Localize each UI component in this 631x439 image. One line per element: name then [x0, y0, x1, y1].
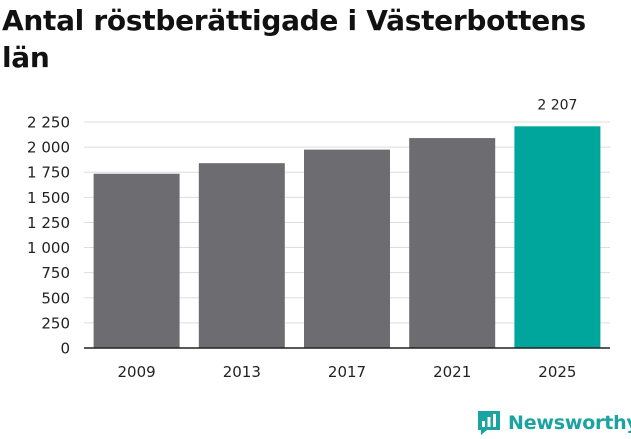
bars	[93, 126, 601, 348]
brand-name: Newsworthy	[508, 412, 631, 434]
data-label-2025: 2 207	[537, 97, 577, 113]
bar-2017	[304, 149, 390, 348]
y-tick-label: 2 250	[27, 114, 70, 132]
bar-chart: 0 250 500 750 1 000 1 250 1 500 1 750 2 000 2 250…	[27, 97, 610, 381]
x-tick-label: 2009	[118, 363, 156, 381]
y-tick-label: 2 000	[27, 139, 70, 157]
newsworthy-brand: Newsworthy	[476, 408, 631, 438]
x-tick-label: 2021	[433, 363, 471, 381]
y-tick-label: 1 750	[27, 164, 70, 182]
bar-2025	[514, 126, 601, 348]
y-tick-label: 250	[41, 314, 70, 332]
y-tick-label: 500	[41, 289, 70, 307]
y-tick-label: 0	[60, 340, 70, 358]
x-axis-tick-labels: 2009 2013 2017 2021 2025	[118, 363, 577, 381]
data-labels: 2 207	[537, 97, 577, 113]
y-axis-tick-labels: 0 250 500 750 1 000 1 250 1 500 1 750 2 000 2 250	[27, 114, 70, 358]
x-tick-label: 2017	[328, 363, 366, 381]
bar-chart-chat-icon	[478, 411, 500, 435]
bar-2013	[198, 163, 285, 348]
chart-title: Antal röstberättigade i Västerbottens lä…	[2, 4, 586, 74]
y-tick-label: 1 000	[27, 239, 70, 257]
y-tick-label: 1 500	[27, 189, 70, 207]
bar-2009	[93, 173, 180, 348]
x-tick-label: 2025	[538, 363, 576, 381]
y-tick-label: 750	[41, 264, 70, 282]
y-tick-label: 1 250	[27, 214, 70, 232]
x-tick-label: 2013	[223, 363, 261, 381]
bar-2021	[409, 138, 496, 348]
